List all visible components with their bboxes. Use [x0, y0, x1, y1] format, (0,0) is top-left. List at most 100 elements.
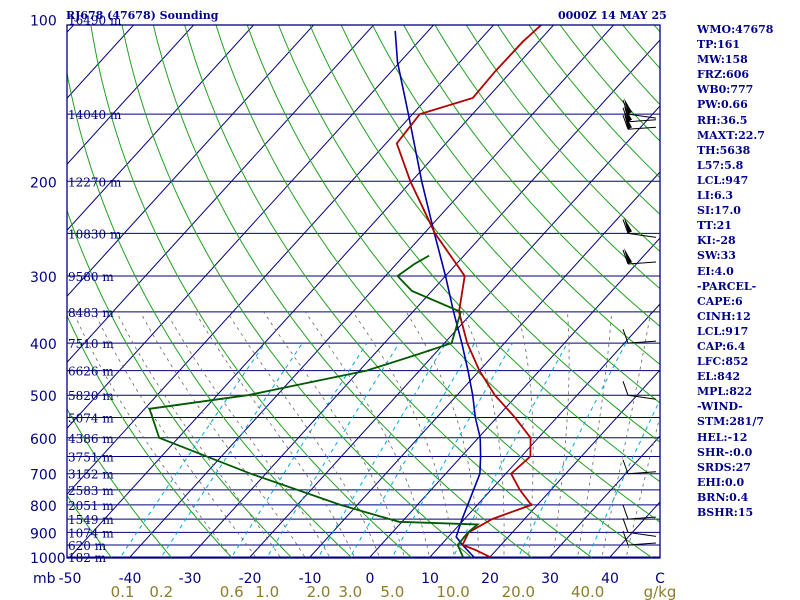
isotherm-line [248, 105, 660, 558]
dry-adiabat [121, 25, 474, 558]
isotherm-line [67, 25, 195, 166]
temperature-tick-label: -40 [119, 571, 142, 587]
moist-adiabat [194, 311, 356, 558]
height-label: 4386 m [68, 432, 114, 446]
wind-barb [622, 247, 657, 265]
moist-adiabat [72, 311, 233, 558]
index-item: KI:-28 [697, 234, 736, 248]
height-label: 10830 m [68, 227, 122, 241]
pressure-tick-label: 500 [30, 389, 57, 405]
mixing-ratio-tick-label: 40.0 [571, 583, 604, 600]
isotherm-line [188, 39, 660, 558]
mixing-ratio-line [230, 342, 368, 558]
mixing-ratio-line [452, 342, 568, 558]
height-label: 3152 m [68, 468, 114, 482]
mixing-ratio-tick-label: 3.0 [338, 583, 362, 600]
moist-adiabat [304, 311, 430, 558]
index-item: -PARCEL- [697, 279, 757, 293]
sounding-profiles [148, 25, 543, 558]
temperature-tick-label: 40 [601, 571, 619, 587]
dry-adiabat [403, 25, 660, 327]
wind-barb-pennant [624, 105, 632, 122]
index-item: EI:4.0 [697, 264, 734, 278]
height-label: 620 m [68, 539, 107, 553]
isotherm-line [128, 25, 615, 558]
index-item: RH:36.5 [697, 113, 748, 127]
temperature-tick-label: -50 [59, 571, 82, 587]
dry-adiabat [90, 25, 414, 558]
moist-adiabat [140, 311, 306, 558]
mixing-ratio-line [160, 342, 303, 558]
dry-adiabat [215, 25, 654, 558]
isotherm-line [308, 171, 660, 558]
index-item: L57:5.8 [697, 158, 744, 172]
wind-barb [622, 518, 657, 537]
moist-adiabat [517, 311, 534, 558]
wind-barb-staff [627, 471, 657, 475]
temperature-tick-label: 0 [366, 571, 375, 587]
height-label: 8483 m [68, 306, 114, 320]
index-item: WB0:777 [697, 83, 754, 97]
height-label: 3751 m [68, 450, 114, 464]
isotherm-line [368, 237, 660, 558]
mixing-ratio-tick-label: 20.0 [502, 583, 535, 600]
index-item: CAPE:6 [697, 294, 743, 308]
index-item: EHI:0.0 [697, 475, 745, 489]
index-item: WMO:47678 [697, 23, 774, 36]
wind-barb-flag [622, 249, 629, 265]
dry-adiabat [67, 209, 293, 558]
dry-adiabat [465, 25, 660, 253]
moist-adiabat [116, 311, 282, 558]
moist-adiabat [165, 311, 331, 558]
index-item: CAP:6.4 [697, 339, 746, 353]
index-item: MW:158 [697, 53, 748, 67]
pressure-tick-label: 900 [30, 526, 57, 542]
index-item: LCL:917 [697, 324, 749, 338]
height-label: 14040 m [68, 108, 122, 122]
wind-barb-flag [622, 115, 629, 130]
wind-barb-flag [622, 381, 629, 396]
mixing-ratio-tick-label: 0.1 [111, 583, 135, 600]
index-item: MAXT:22.7 [697, 128, 765, 142]
pressure-tick-label: 700 [30, 468, 57, 484]
dry-adiabat [371, 25, 660, 366]
height-label: 16490 m [68, 14, 122, 28]
height-label: 2051 m [68, 499, 114, 513]
isotherm-line [428, 303, 660, 558]
index-item: LFC:852 [697, 355, 749, 369]
dry-adiabat [340, 25, 660, 404]
height-label: 5820 m [68, 389, 114, 403]
wind-barbs [622, 98, 657, 546]
height-label: 182 m [68, 551, 107, 565]
height-label: 7510 m [68, 337, 114, 351]
dry-adiabat [67, 494, 113, 558]
wind-barb [622, 113, 657, 130]
index-item: BRN:0.4 [697, 490, 749, 504]
pressure-tick-label: 1000 [30, 551, 66, 567]
wind-barb-flag [622, 219, 629, 234]
isotherm-line [488, 369, 660, 558]
mixing-ratio-tick-label: 2.0 [307, 583, 331, 600]
pressure-unit-label: mb [33, 571, 56, 587]
moist-adiabat [601, 311, 652, 558]
wind-barb [622, 381, 657, 400]
isotherm-line [67, 25, 135, 99]
parcel-trace [394, 30, 482, 558]
dry-adiabat [246, 25, 660, 523]
wind-barb-flag [622, 328, 629, 344]
temperature-tick-label: -10 [299, 571, 322, 587]
index-item: FRZ:606 [697, 68, 750, 82]
wind-barb [622, 504, 657, 520]
wind-barb-pennant [624, 247, 632, 264]
moist-adiabat [577, 311, 613, 558]
isotherm-line [67, 25, 255, 232]
height-label: 1074 m [68, 526, 114, 540]
pressure-tick-label: 600 [30, 432, 57, 448]
isotherm-line [67, 25, 435, 430]
wind-barb-flag [622, 459, 629, 474]
isotherm-line [67, 25, 315, 298]
index-item: CINH:12 [697, 309, 751, 323]
wind-barb-staff [627, 531, 657, 537]
temperature-tick-label: -20 [239, 571, 262, 587]
wind-barb-staff [627, 113, 657, 119]
